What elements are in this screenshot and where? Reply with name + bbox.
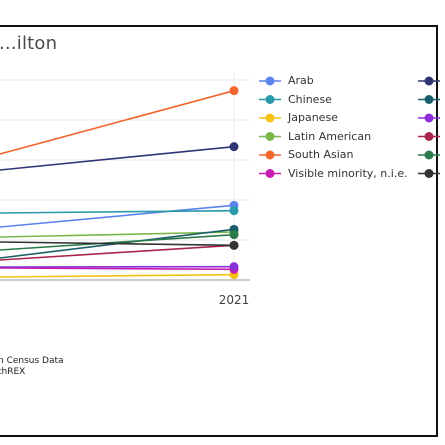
chart-title: ...ilton (0, 33, 58, 54)
legend-swatch-dot (265, 169, 275, 178)
source-line: n Census Data (0, 356, 64, 366)
series-line (0, 267, 235, 271)
data-point (229, 206, 239, 216)
legend-label: South Asian (288, 148, 354, 161)
legend-swatch-dot (424, 150, 434, 160)
series-line (0, 145, 235, 171)
data-point (229, 240, 239, 250)
series-line (0, 273, 235, 278)
legend-label: Visible minority, n.i.e. (288, 166, 408, 180)
series-line (0, 241, 235, 247)
source-line: thREX (0, 367, 26, 377)
legend-swatch-dot (424, 132, 434, 141)
series-line (0, 244, 235, 261)
data-point (229, 262, 239, 272)
legend-label: Latin American (288, 129, 372, 143)
x-tick-label: 2021 (219, 293, 250, 307)
series-line (0, 231, 235, 238)
data-point (229, 86, 239, 96)
legend-swatch-dot (265, 150, 275, 160)
legend-swatch-dot (265, 95, 275, 104)
source-note: n Census Data thREX (0, 356, 64, 378)
legend-swatch-dot (265, 76, 275, 86)
data-point (229, 142, 239, 152)
legend-label: Chinese (288, 92, 332, 106)
legend-swatch-dot (424, 76, 434, 86)
legend-label: Japanese (288, 111, 338, 124)
data-point (229, 230, 239, 240)
series-line (0, 209, 235, 214)
legend-swatch-dot (265, 132, 275, 141)
series-line (0, 89, 235, 155)
legend-swatch-dot (424, 113, 434, 123)
legend-swatch-dot (424, 95, 434, 104)
series-line (0, 204, 235, 228)
series-line (0, 233, 235, 251)
legend-label: Arab (288, 74, 314, 87)
legend-swatch-dot (424, 169, 434, 178)
legend-swatch-dot (265, 113, 275, 123)
